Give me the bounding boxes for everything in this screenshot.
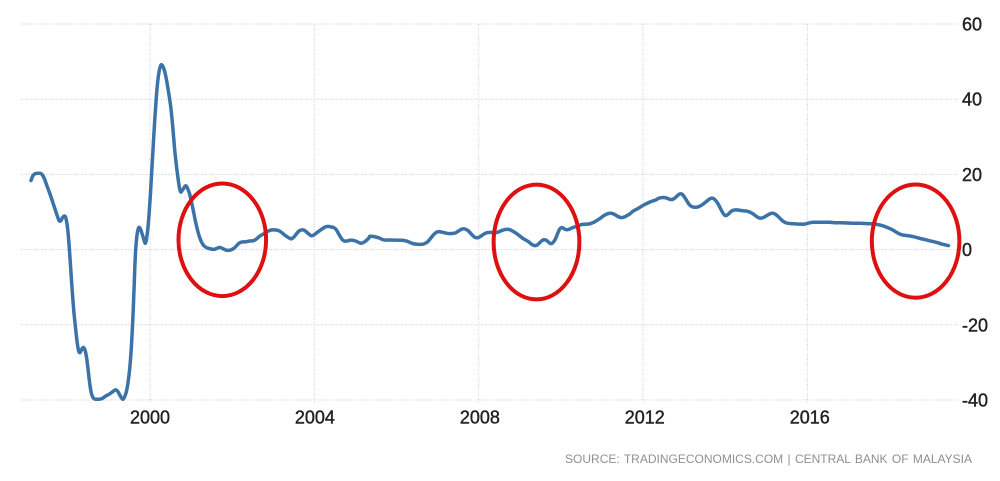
svg-text:2004: 2004 xyxy=(295,408,335,428)
svg-text:2008: 2008 xyxy=(460,408,500,428)
svg-text:2000: 2000 xyxy=(130,408,170,428)
svg-text:60: 60 xyxy=(962,15,982,35)
svg-text:SOURCE: TRADINGECONOMICS.COM: SOURCE: TRADINGECONOMICS.COM | CENTRAL B… xyxy=(565,452,972,466)
svg-text:0: 0 xyxy=(962,240,972,260)
svg-text:-40: -40 xyxy=(962,391,988,411)
svg-text:-20: -20 xyxy=(962,315,988,335)
svg-text:2012: 2012 xyxy=(625,408,665,428)
svg-text:20: 20 xyxy=(962,165,982,185)
svg-text:2016: 2016 xyxy=(790,408,830,428)
svg-text:40: 40 xyxy=(962,90,982,110)
